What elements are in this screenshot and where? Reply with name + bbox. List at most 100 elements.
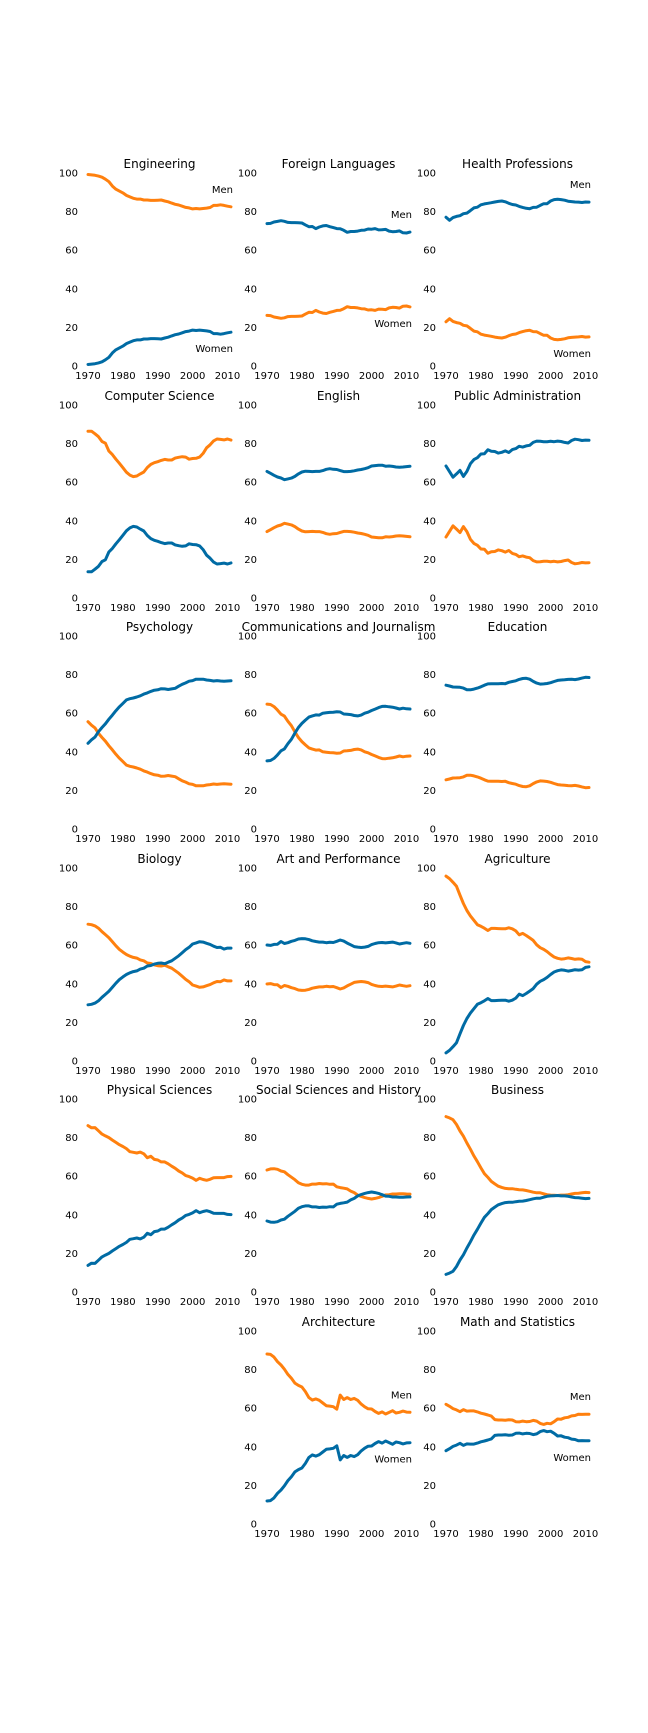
y-tick-label: 100 [238,401,257,412]
series-line-men [265,304,412,320]
x-tick-label: 2000 [538,371,563,382]
x-tick-label: 1970 [433,1529,458,1540]
y-tick-label: 100 [238,1095,257,1106]
series-line-men [444,524,591,566]
x-tick-label: 2010 [394,1066,419,1077]
x-tick-label: 2000 [538,1529,563,1540]
series-line-women [265,1190,412,1224]
y-tick-label: 100 [417,1095,436,1106]
y-tick-label: 0 [430,1057,436,1068]
y-tick-label: 40 [244,747,257,758]
y-tick-label: 80 [244,207,257,218]
x-tick-label: 2010 [394,1529,419,1540]
y-tick-label: 40 [423,979,436,990]
y-tick-label: 80 [244,1133,257,1144]
series-line-women [265,937,412,949]
x-tick-label: 2000 [538,1066,563,1077]
y-tick-label: 80 [244,1365,257,1376]
y-tick-label: 0 [430,825,436,836]
x-tick-label: 1970 [254,1529,279,1540]
panel-title-psychology: Psychology [126,620,193,634]
series-line-women [444,675,591,692]
x-tick-label: 1990 [324,1297,349,1308]
x-tick-label: 1980 [110,1066,135,1077]
x-tick-label: 1970 [75,1066,100,1077]
y-tick-label: 0 [72,1057,78,1068]
series-line-men [86,173,233,211]
y-tick-label: 80 [423,1365,436,1376]
x-tick-label: 2000 [359,1297,384,1308]
panel-title-english: English [317,389,360,403]
x-tick-label: 2010 [215,603,240,614]
y-tick-label: 80 [423,902,436,913]
y-tick-label: 100 [417,632,436,643]
y-tick-label: 40 [65,1210,78,1221]
x-tick-label: 2000 [359,603,384,614]
y-tick-label: 40 [423,284,436,295]
y-tick-label: 80 [65,207,78,218]
y-tick-label: 80 [423,1133,436,1144]
y-tick-label: 60 [65,941,78,952]
y-tick-label: 20 [65,1018,78,1029]
y-tick-label: 40 [423,1210,436,1221]
y-tick-label: 40 [244,516,257,527]
panel-title-engineering: Engineering [124,157,196,171]
panel-social-sciences-and-history: Social Sciences and History 0 20 40 60 80 100 1… [238,1083,421,1308]
y-tick-label: 100 [59,169,78,180]
y-tick-label: 20 [244,323,257,334]
x-tick-label: 1980 [289,603,314,614]
label-men: Men [570,1392,591,1403]
y-tick-label: 40 [244,979,257,990]
x-tick-label: 1990 [145,1066,170,1077]
series-line-women [444,965,591,1055]
y-tick-label: 80 [65,670,78,681]
y-tick-label: 20 [244,1018,257,1029]
y-tick-label: 40 [244,1210,257,1221]
series-line-men [444,317,591,342]
y-tick-label: 60 [244,246,257,257]
x-tick-label: 1980 [110,603,135,614]
x-tick-label: 1970 [433,834,458,845]
x-tick-label: 1970 [75,371,100,382]
series-line-women [86,328,233,366]
y-tick-label: 60 [423,1172,436,1183]
y-tick-label: 80 [65,1133,78,1144]
x-tick-label: 2000 [180,1297,205,1308]
y-tick-label: 40 [65,516,78,527]
panel-title-public-administration: Public Administration [454,389,581,403]
x-tick-label: 2000 [359,1529,384,1540]
x-tick-label: 1970 [254,371,279,382]
y-tick-label: 100 [59,401,78,412]
series-line-men [86,1124,233,1182]
x-tick-label: 1970 [254,834,279,845]
series-line-women [86,940,233,1007]
x-tick-label: 1990 [324,1529,349,1540]
x-tick-label: 2010 [573,371,598,382]
panel-foreign-languages: Foreign Languages 0 20 40 60 80 100 1970 1980 199… [238,157,419,382]
panel-engineering: Engineering 0 20 40 60 80 100 1970 1980 1990 2000 2… [59,157,240,382]
x-tick-label: 2000 [359,1066,384,1077]
x-tick-label: 1970 [433,371,458,382]
y-tick-label: 60 [244,709,257,720]
series-line-men [265,1352,412,1416]
x-tick-label: 1970 [254,1066,279,1077]
y-tick-label: 40 [423,1442,436,1453]
y-tick-label: 80 [244,439,257,450]
x-tick-label: 1990 [503,1066,528,1077]
x-tick-label: 1970 [75,1297,100,1308]
x-tick-label: 1990 [324,834,349,845]
y-tick-label: 20 [423,1249,436,1260]
panel-title-health-professions: Health Professions [462,157,573,171]
y-tick-label: 20 [423,1018,436,1029]
x-tick-label: 2000 [359,371,384,382]
y-tick-label: 100 [417,169,436,180]
y-tick-label: 20 [65,1249,78,1260]
y-tick-label: 20 [244,1481,257,1492]
x-tick-label: 2000 [538,603,563,614]
x-tick-label: 2010 [394,834,419,845]
series-line-men [444,773,591,790]
y-tick-label: 80 [423,670,436,681]
x-tick-label: 1980 [289,371,314,382]
x-tick-label: 1980 [468,1297,493,1308]
